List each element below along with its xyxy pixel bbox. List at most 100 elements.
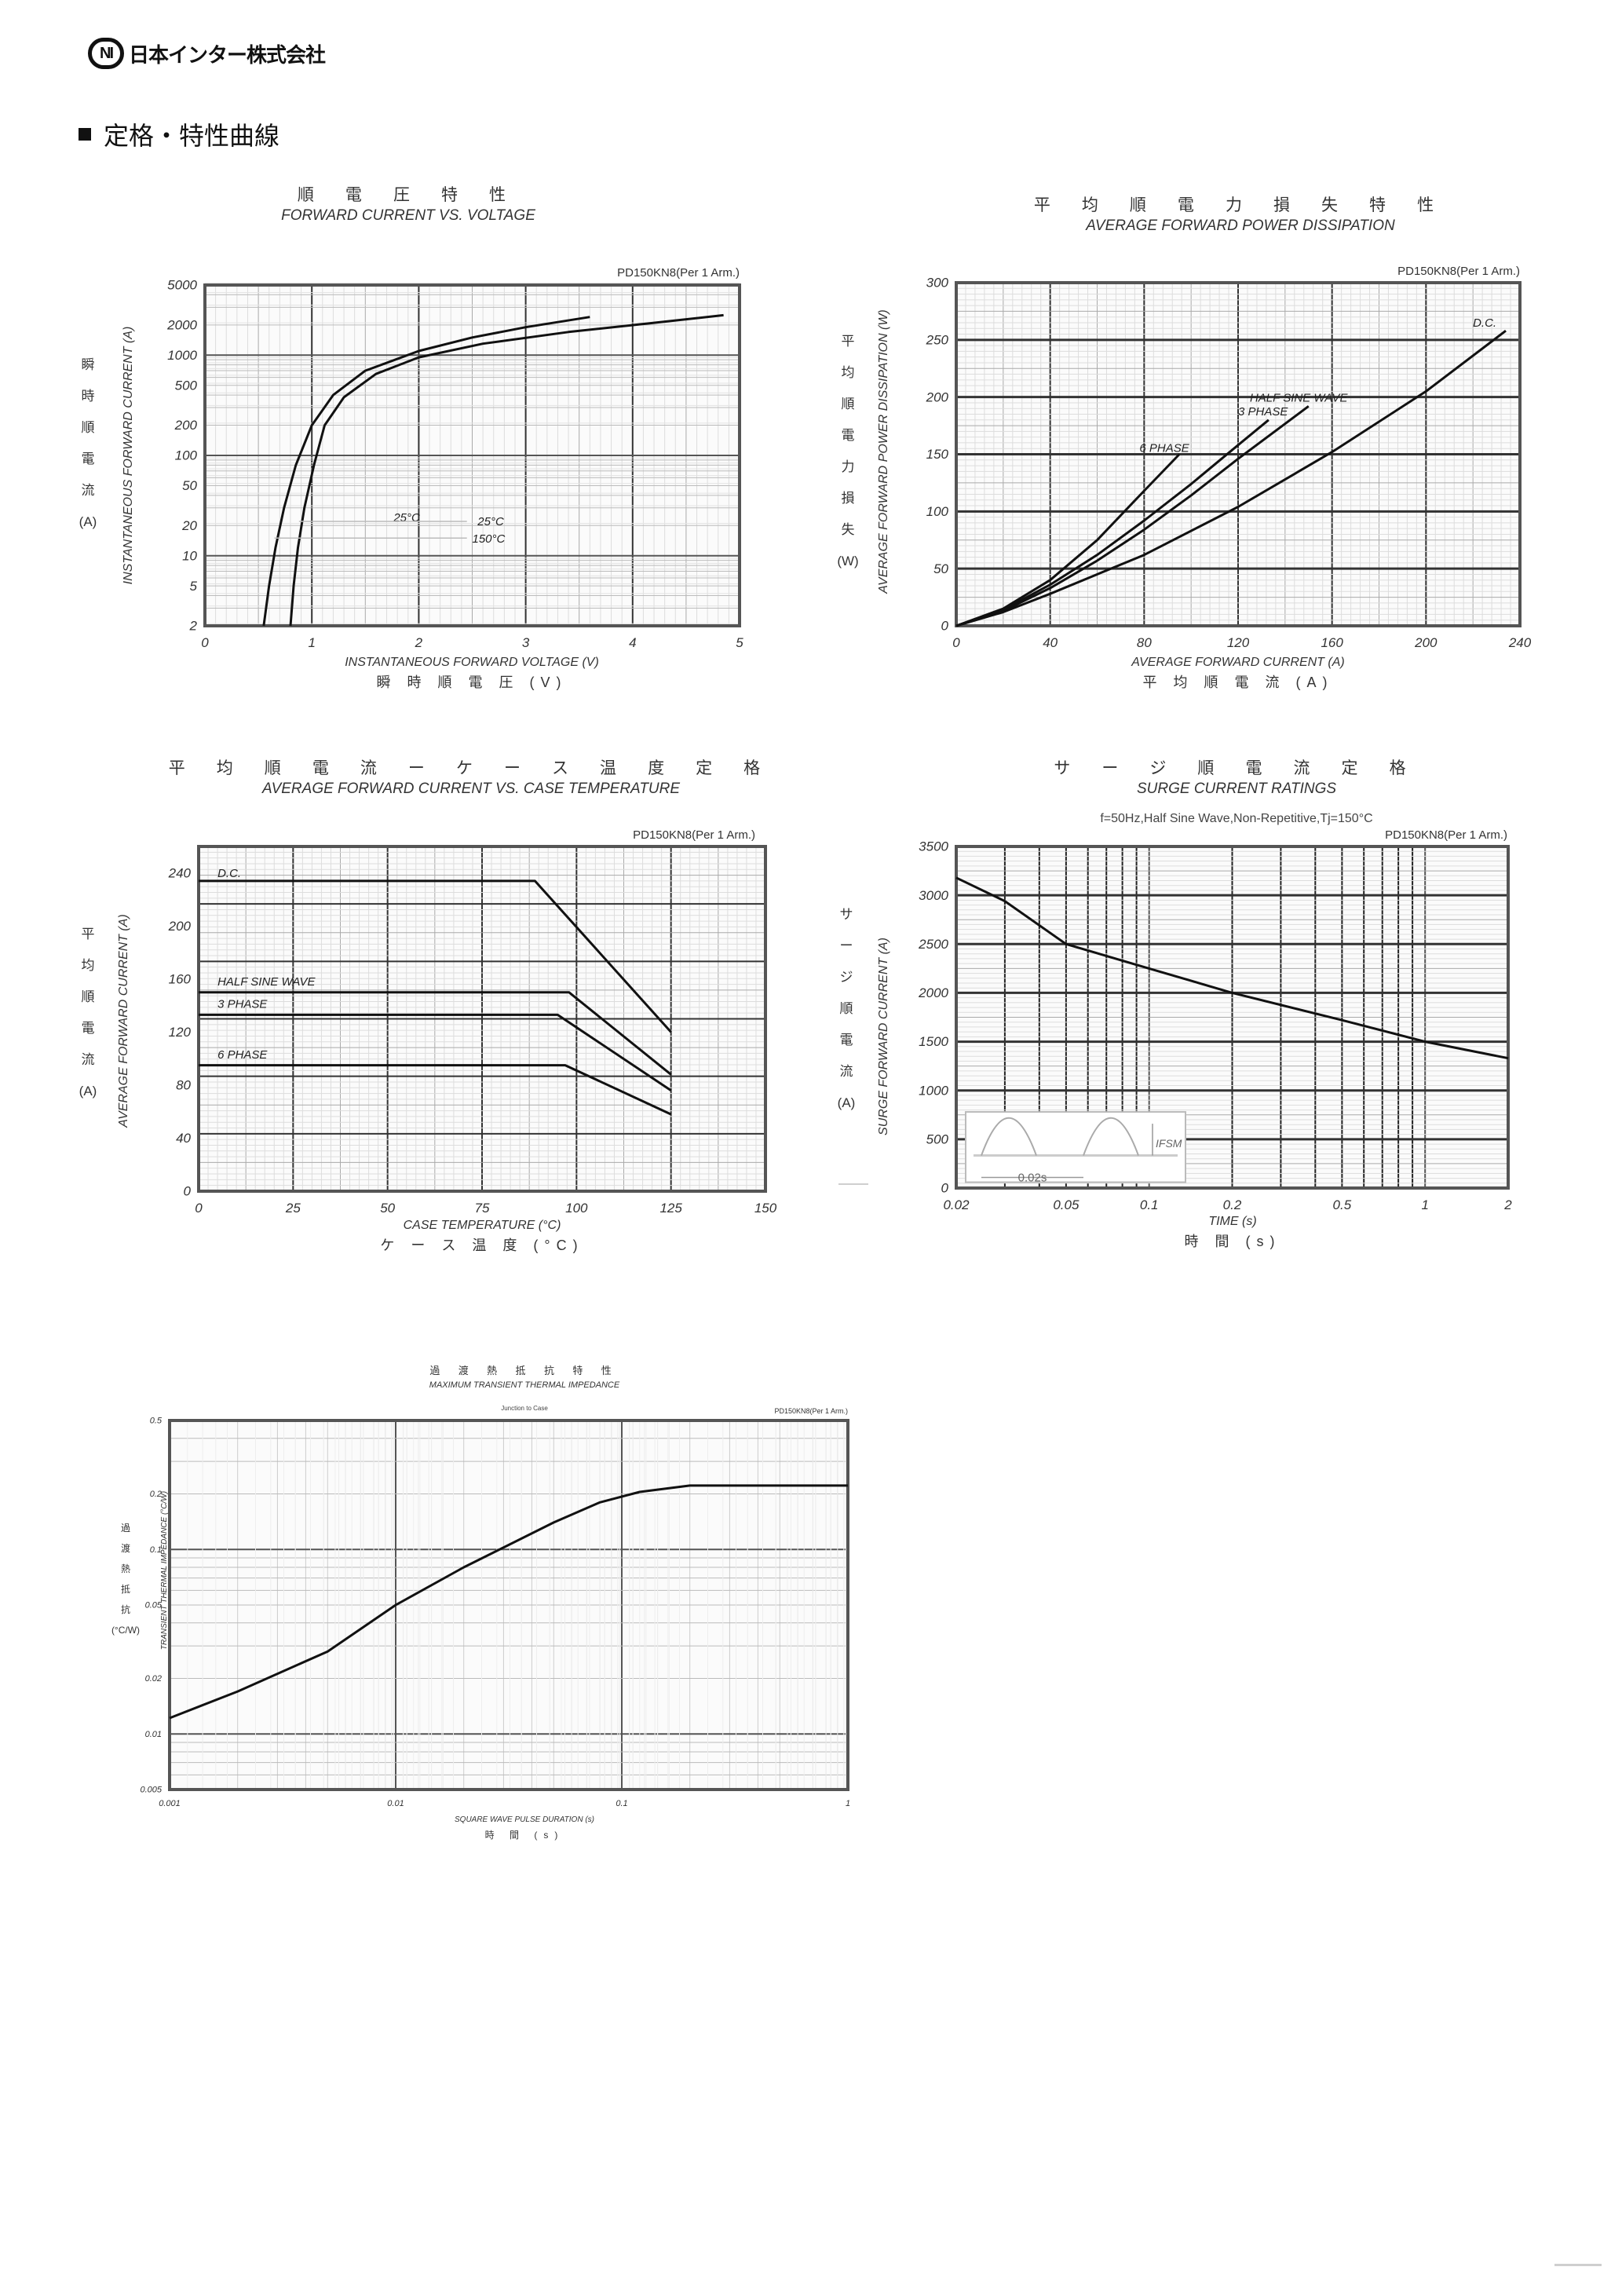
chart-surge_current: 0.02 0.05 0.1 0.2 0.5 1 2 0 500 1000 1500 2000 2500 3… <box>838 759 1513 1249</box>
y-tick-label: 50 <box>933 561 948 576</box>
series-label: D.C. <box>217 867 241 880</box>
y-tick-label: 80 <box>176 1078 191 1093</box>
y-axis-label-jp: 過 <box>121 1523 130 1534</box>
y-axis-label-jp: 損 <box>842 491 855 506</box>
y-axis-label-jp: 渡 <box>121 1542 130 1554</box>
x-tick-label: 3 <box>522 635 530 650</box>
y-axis-label-jp: 熱 <box>121 1563 130 1574</box>
series-label: 25°C <box>393 511 420 525</box>
y-tick-label: 10 <box>182 548 197 563</box>
y-axis-label: AVERAGE FORWARD CURRENT (A) <box>117 914 130 1128</box>
y-axis-label-jp: 順 <box>82 989 95 1004</box>
y-tick-label: 5000 <box>167 278 197 293</box>
y-tick-label: 500 <box>175 378 198 393</box>
x-tick-label: 100 <box>565 1201 588 1216</box>
x-tick-label: 0 <box>952 635 960 650</box>
inset-peak-label: IFSM <box>1156 1137 1182 1150</box>
series-label: D.C. <box>1473 316 1496 330</box>
series-label: HALF SINE WAVE <box>1250 391 1348 404</box>
y-axis-label-jp: (A) <box>838 1095 856 1110</box>
x-tick-label: 2 <box>415 635 423 650</box>
y-axis-label-jp: 順 <box>842 397 855 411</box>
chart-current_vs_case_temp: 0 25 50 75 100 125 150 0 40 80 120 160 200 240 平 均 順 電… <box>79 759 777 1253</box>
x-axis-label-jp: 時 間 (s) <box>485 1830 564 1841</box>
chart-transient_thermal_impedance: 0.001 0.01 0.1 1 0.005 0.01 0.02 0.05 0.1 0.2 0.5 過… <box>111 1365 850 1841</box>
y-tick-label: 1500 <box>919 1034 948 1049</box>
y-axis-label-jp: 流 <box>82 483 95 498</box>
y-axis-label-jp: 均 <box>842 365 855 380</box>
bullet-square-icon <box>79 128 91 141</box>
y-tick-label: 0 <box>941 619 949 634</box>
chart-title-jp: 平 均 順 電 力 損 失 特 性 <box>1034 196 1447 214</box>
section-title: 定格・特性曲線 <box>104 121 280 151</box>
y-tick-label: 2000 <box>918 985 948 1000</box>
y-tick-label: 1000 <box>167 348 197 363</box>
x-tick-label: 0.5 <box>1333 1197 1352 1212</box>
y-tick-label: 3000 <box>919 888 948 903</box>
company-name: 日本インター株式会社 <box>129 43 326 68</box>
chart-title: MAXIMUM TRANSIENT THERMAL IMPEDANCE <box>429 1380 620 1390</box>
y-axis-label-jp: 平 <box>842 334 855 349</box>
y-tick-label: 5 <box>190 579 198 594</box>
chart-title-jp: 過 渡 熱 抵 抗 特 性 <box>429 1365 619 1377</box>
series-line <box>955 419 1269 627</box>
x-tick-label: 5 <box>736 635 743 650</box>
x-axis-label: INSTANTANEOUS FORWARD VOLTAGE (V) <box>345 656 599 669</box>
y-axis-label-jp: 電 <box>842 428 855 443</box>
y-tick-label: 0.2 <box>150 1490 162 1499</box>
y-axis-label-jp: 抗 <box>121 1603 130 1615</box>
x-axis-label: CASE TEMPERATURE (°C) <box>404 1219 561 1232</box>
x-tick-label: 80 <box>1137 635 1152 650</box>
y-axis-label-jp: サ <box>840 907 853 922</box>
y-axis-label-jp: (°C/W) <box>111 1625 140 1636</box>
y-axis-label-jp: 時 <box>82 389 95 404</box>
series-line <box>199 1064 672 1116</box>
model-note: PD150KN8(Per 1 Arm.) <box>1385 828 1507 842</box>
x-tick-label: 1 <box>308 635 315 650</box>
y-tick-label: 300 <box>926 276 949 291</box>
x-tick-label: 2 <box>1503 1197 1512 1212</box>
y-axis-label-jp: 流 <box>82 1052 95 1067</box>
x-tick-label: 0 <box>201 635 209 650</box>
grid <box>955 281 1521 627</box>
y-axis-label-jp: (W) <box>837 554 858 569</box>
scan-artifact <box>838 1183 868 1185</box>
y-axis-label-jp: 失 <box>842 522 855 537</box>
company-logo: NI 日本インター株式会社 <box>88 38 326 69</box>
y-axis-label-jp: 抵 <box>121 1584 130 1595</box>
y-tick-label: 240 <box>168 865 192 880</box>
x-tick-label: 4 <box>629 635 636 650</box>
y-axis-label-jp: 流 <box>840 1064 853 1079</box>
x-tick-label: 50 <box>380 1201 395 1216</box>
x-tick-label: 0.2 <box>1223 1197 1242 1212</box>
x-tick-label: 200 <box>1414 635 1438 650</box>
x-tick-label: 1 <box>1421 1197 1428 1212</box>
model-note: PD150KN8(Per 1 Arm.) <box>617 266 740 280</box>
series-line <box>199 1013 672 1091</box>
x-tick-label: 125 <box>659 1201 682 1216</box>
series-label: 6 PHASE <box>217 1048 268 1062</box>
model-note: PD150KN8(Per 1 Arm.) <box>1397 265 1520 278</box>
y-axis-label-jp: 瞬 <box>82 357 95 372</box>
x-axis-label: AVERAGE FORWARD CURRENT (A) <box>1131 656 1344 669</box>
y-tick-label: 0.5 <box>150 1417 163 1426</box>
series-label: HALF SINE WAVE <box>217 975 316 989</box>
y-axis-label-jp: 均 <box>82 958 95 973</box>
y-tick-label: 0.01 <box>145 1730 162 1739</box>
y-tick-label: 0 <box>184 1184 192 1199</box>
model-note: PD150KN8(Per 1 Arm.) <box>774 1407 848 1415</box>
x-tick-label: 1 <box>846 1799 850 1808</box>
y-axis-label-jp: (A) <box>79 1084 97 1099</box>
y-axis-label-jp: 順 <box>82 420 95 435</box>
y-tick-label: 0.02 <box>145 1674 162 1684</box>
y-tick-label: 0.005 <box>140 1786 162 1795</box>
y-axis-label-jp: 電 <box>82 1021 95 1036</box>
y-axis-label: INSTANTANEOUS FORWARD CURRENT (A) <box>122 327 135 585</box>
x-tick-label: 240 <box>1508 635 1532 650</box>
chart-title-jp: 順 電 圧 特 性 <box>298 186 519 204</box>
x-tick-label: 40 <box>1043 635 1058 650</box>
y-axis-label: TRANSIENT THERMAL IMPEDANCE (°C/W) <box>160 1491 169 1650</box>
y-axis-label: SURGE FORWARD CURRENT (A) <box>877 938 890 1135</box>
x-tick-label: 75 <box>475 1201 490 1216</box>
